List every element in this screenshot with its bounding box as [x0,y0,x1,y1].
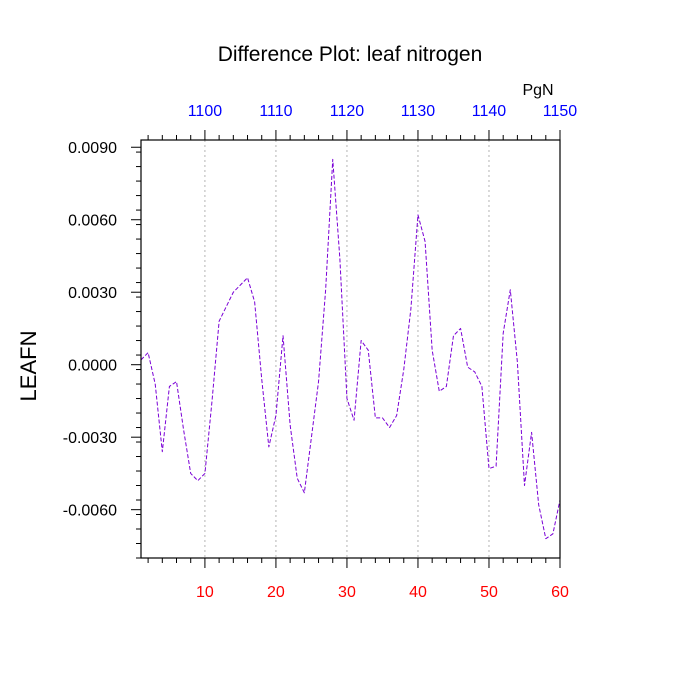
top-axis-unit-label: PgN [522,82,553,99]
tick-labels: 10 20 30 40 50 60 1100 1110 1120 1130 1140 1150 0.00… [63,103,578,601]
y-tick-label: 0.0030 [68,285,117,302]
x-tick-label-top: 1140 [472,103,507,120]
y-tick-label: 0.0090 [68,140,117,157]
series-line [140,158,561,540]
x-tick-label-bottom: 60 [551,584,569,601]
y-tick-label: 0.0060 [68,213,117,230]
x-tick-label-bottom: 20 [267,584,285,601]
x-tick-label-top: 1100 [188,103,223,120]
plot-frame [140,139,561,559]
y-tick-label: 0.0000 [68,358,117,375]
x-tick-label-top: 1120 [330,103,365,120]
y-tick-label: -0.0030 [63,430,117,447]
major-ticks [131,130,561,568]
x-tick-label-top: 1150 [543,103,578,120]
x-tick-label-bottom: 40 [409,584,427,601]
x-tick-label-bottom: 30 [338,584,356,601]
series-group [140,158,561,540]
x-tick-label-bottom: 10 [196,584,214,601]
y-tick-label: -0.0060 [63,503,117,520]
chart-title: Difference Plot: leaf nitrogen [218,43,483,66]
x-tick-label-top: 1130 [401,103,436,120]
y-axis-label: LEAFN [16,331,41,402]
x-tick-label-top: 1110 [259,103,292,120]
x-tick-label-bottom: 50 [480,584,498,601]
minor-ticks [136,135,547,563]
